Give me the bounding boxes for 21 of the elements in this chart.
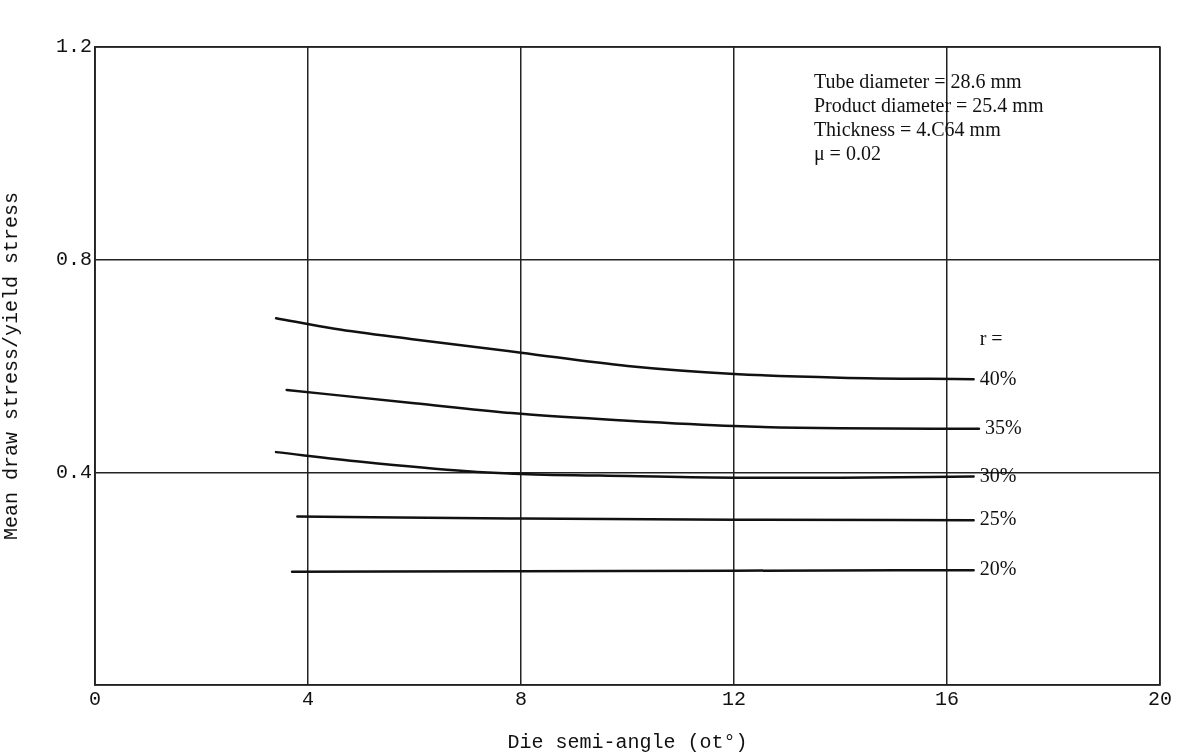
line-series	[285, 388, 981, 430]
x-tick-label: 4	[301, 688, 315, 712]
annotation: μ = 0.02	[813, 142, 881, 166]
series-label: 35%	[984, 415, 1022, 438]
line-series	[274, 450, 975, 479]
line-series	[274, 316, 975, 381]
x-tick-label: 16	[934, 688, 960, 712]
x-tick-label: 8	[514, 688, 528, 712]
series-label: 40%	[979, 366, 1017, 389]
x-axis-title: Die semi-angle (ot°)	[507, 731, 748, 755]
x-tick-label: 0	[88, 688, 102, 712]
series-label: 25%	[979, 507, 1017, 530]
y-axis-title: Mean draw stress/yield stress	[0, 191, 24, 541]
annotation: r =	[979, 326, 1003, 349]
y-tick-label: 0.8	[55, 247, 92, 271]
y-tick-label: 0.4	[55, 460, 92, 484]
series-label: 20%	[979, 557, 1017, 580]
x-tick-label: 20	[1147, 688, 1173, 712]
y-tick-label: 1.2	[55, 35, 92, 59]
x-tick-label: 12	[721, 688, 747, 712]
annotation: Tube diameter = 28.6 mm	[813, 70, 1023, 93]
